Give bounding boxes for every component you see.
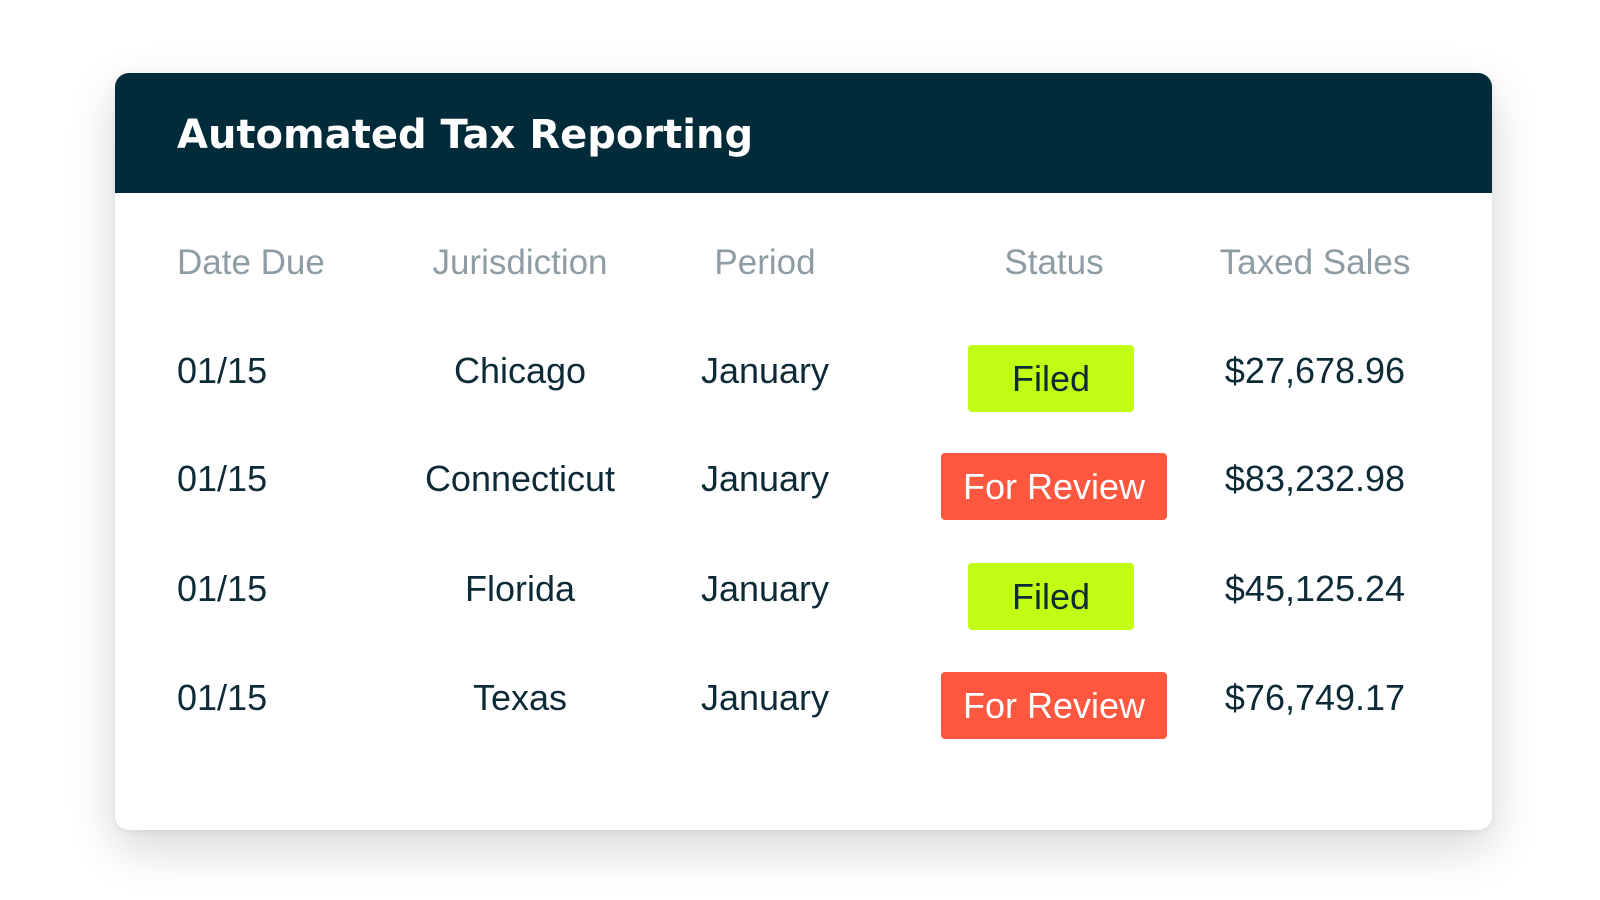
- cell-taxed-sales: $45,125.24: [1224, 568, 1406, 609]
- cell-period: January: [700, 350, 830, 391]
- card-title: Automated Tax Reporting: [177, 112, 754, 158]
- cell-status: For Review: [941, 672, 1167, 739]
- cell-status: Filed: [941, 563, 1167, 630]
- status-badge: Filed: [968, 345, 1134, 412]
- cell-date-due: 01/15: [177, 568, 268, 609]
- status-badge: For Review: [941, 672, 1167, 739]
- column-header-taxed-sales: Taxed Sales: [1219, 243, 1411, 282]
- column-header-date-due: Date Due: [177, 243, 325, 282]
- cell-taxed-sales: $76,749.17: [1224, 677, 1406, 718]
- status-badge: Filed: [968, 563, 1134, 630]
- cell-date-due: 01/15: [177, 458, 268, 499]
- cell-date-due: 01/15: [177, 350, 268, 391]
- tax-reporting-card: Automated Tax Reporting Date Due Jurisdi…: [115, 73, 1492, 830]
- cell-period: January: [700, 458, 830, 499]
- column-header-jurisdiction: Jurisdiction: [432, 243, 608, 282]
- cell-period: January: [700, 568, 830, 609]
- cell-jurisdiction: Florida: [464, 568, 576, 609]
- cell-jurisdiction: Connecticut: [424, 458, 616, 499]
- cell-date-due: 01/15: [177, 677, 268, 718]
- cell-jurisdiction: Texas: [472, 677, 568, 718]
- cell-status: For Review: [941, 453, 1167, 520]
- cell-taxed-sales: $83,232.98: [1224, 458, 1406, 499]
- column-header-period: Period: [714, 243, 816, 282]
- column-header-status: Status: [1004, 243, 1104, 282]
- cell-taxed-sales: $27,678.96: [1224, 350, 1406, 391]
- cell-status: Filed: [941, 345, 1167, 412]
- card-header: Automated Tax Reporting: [115, 73, 1492, 193]
- cell-jurisdiction: Chicago: [453, 350, 587, 391]
- status-badge: For Review: [941, 453, 1167, 520]
- cell-period: January: [700, 677, 830, 718]
